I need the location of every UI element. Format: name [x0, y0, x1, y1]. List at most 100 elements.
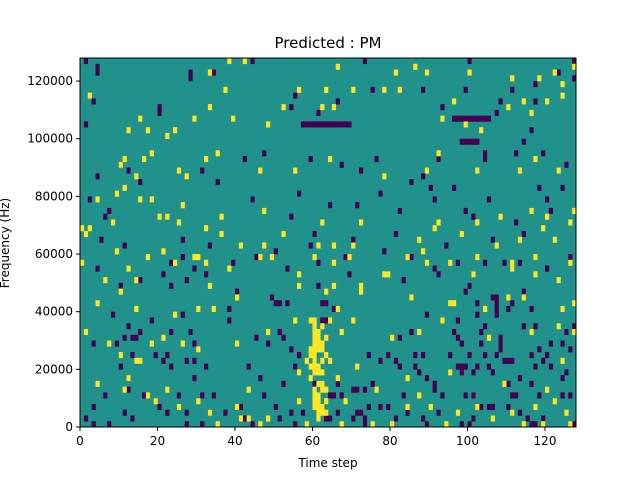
heatmap-cell-low [138, 179, 143, 186]
heatmap-cell-low [467, 58, 472, 65]
heatmap-cell-low [238, 403, 244, 411]
x-axis-label: Time step [297, 456, 357, 470]
heatmap-cell-low [300, 121, 306, 128]
heatmap-cell-low [556, 69, 561, 76]
heatmap-cell-high [196, 254, 201, 261]
heatmap-cell-high [397, 86, 402, 93]
heatmap-cell-low [463, 363, 468, 370]
heatmap-cell-high [517, 236, 523, 243]
heatmap-cell-low [242, 415, 247, 422]
heatmap-cell-low [483, 323, 488, 330]
heatmap-cell-low [111, 311, 116, 318]
heatmap-cell-high [320, 357, 325, 364]
heatmap-cell-high [386, 271, 391, 278]
heatmap-cell-low [293, 421, 298, 428]
heatmap-cell-low [514, 392, 519, 399]
heatmap-cell-high [312, 317, 317, 324]
heatmap-cell-high [312, 392, 317, 399]
heatmap-cell-low [103, 392, 108, 399]
heatmap-cell-high [219, 230, 224, 238]
heatmap-cell-high [324, 386, 329, 393]
heatmap-cell-high [324, 409, 329, 416]
heatmap-cell-low [95, 63, 100, 70]
heatmap-cell-low [432, 265, 437, 272]
heatmap-cell-low [289, 409, 294, 416]
heatmap-cell-low [494, 109, 499, 116]
heatmap-cell-high [440, 317, 445, 324]
heatmap-cell-high [118, 161, 123, 168]
heatmap-cell-high [207, 282, 213, 289]
heatmap-cell-low [479, 115, 484, 122]
heatmap-cell-low [118, 363, 123, 370]
heatmap-cell-high [568, 259, 573, 266]
heatmap-cell-low [289, 346, 294, 353]
heatmap-cell-high [180, 202, 185, 209]
heatmap-cell-high [238, 415, 244, 422]
heatmap-cell-high [533, 403, 538, 411]
heatmap-cell-low [347, 121, 352, 128]
heatmap-cell-high [223, 86, 228, 93]
heatmap-cell-low [343, 121, 348, 128]
heatmap-cell-high [510, 75, 515, 82]
heatmap-cell-high [118, 352, 123, 359]
heatmap-cell-low [537, 346, 542, 353]
heatmap-cell-low [545, 265, 550, 272]
heatmap-cell-low [475, 311, 480, 318]
heatmap-cell-low [366, 403, 371, 411]
heatmap-cell-low [343, 254, 348, 261]
heatmap-cell-low [471, 415, 476, 422]
heatmap-cell-low [463, 288, 468, 295]
heatmap-cell-high [568, 219, 573, 226]
heatmap-cell-low [463, 392, 468, 399]
heatmap-cell-high [312, 398, 317, 405]
heatmap-cell-low [548, 207, 554, 214]
heatmap-cell-high [459, 230, 464, 238]
heatmap-cell-low [331, 121, 337, 128]
heatmap-cell-low [436, 271, 441, 278]
heatmap-cell-high [506, 294, 511, 301]
heatmap-cell-high [320, 346, 325, 353]
heatmap-cell-high [320, 386, 325, 393]
heatmap-cell-low [335, 98, 340, 105]
heatmap-cell-low [483, 352, 488, 359]
heatmap-cell-low [459, 115, 464, 122]
heatmap-cell-low [114, 340, 120, 347]
heatmap-cell-low [525, 415, 530, 422]
heatmap-cell-low [452, 115, 457, 122]
heatmap-cell-low [157, 104, 162, 111]
heatmap-cell-high [312, 363, 317, 370]
heatmap-cell-high [556, 277, 561, 284]
heatmap-cell-low [541, 415, 546, 422]
heatmap-cell-high [308, 317, 313, 324]
heatmap-cell-low [169, 282, 174, 289]
heatmap-cell-low [184, 357, 189, 364]
heatmap-cell-high [316, 380, 321, 387]
heatmap-cell-low [417, 369, 422, 376]
heatmap-cell-high [448, 300, 453, 307]
heatmap-cell-low [297, 190, 302, 197]
heatmap-cell-low [541, 150, 546, 157]
heatmap-cell-high [331, 259, 337, 266]
heatmap-cell-low [560, 340, 565, 347]
heatmap-cell-low [452, 328, 457, 336]
heatmap-cell-low [467, 138, 472, 145]
heatmap-cell-high [316, 328, 321, 336]
heatmap-cell-low [374, 156, 379, 163]
heatmap-cell-low [308, 156, 313, 163]
heatmap-cell-low [277, 300, 282, 307]
heatmap-cell-high [393, 69, 399, 76]
heatmap-cell-low [370, 380, 375, 387]
heatmap-cell-low [285, 265, 290, 272]
heatmap-cell-high [145, 254, 151, 261]
heatmap-cell-high [304, 357, 309, 364]
heatmap-cell-low [424, 311, 430, 318]
heatmap-cell-low [560, 392, 565, 399]
heatmap-cell-high [328, 317, 333, 324]
heatmap-cell-low [204, 363, 209, 370]
y-tick-label: 100000 [27, 132, 73, 146]
heatmap-cell-low [486, 115, 492, 122]
heatmap-cell-high [521, 421, 526, 428]
heatmap-cell-low [157, 403, 162, 411]
heatmap-cell-low [490, 369, 495, 376]
heatmap-cell-high [83, 328, 89, 336]
